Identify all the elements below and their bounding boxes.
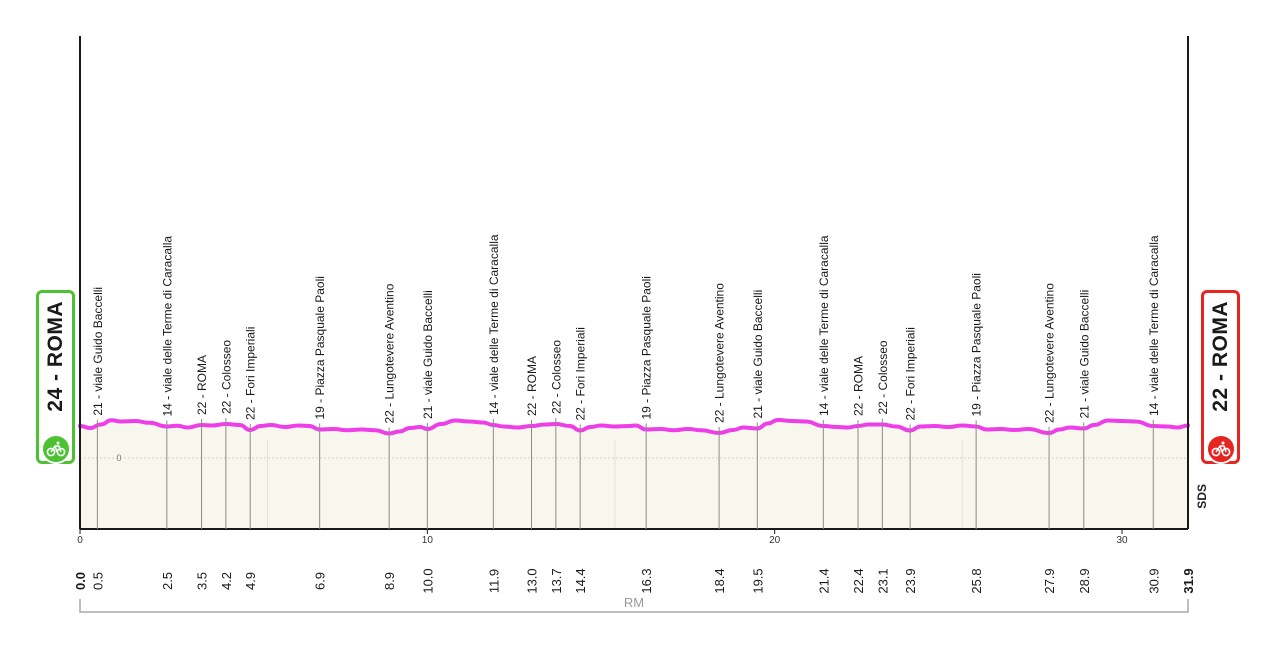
profile-line: [78, 418, 1190, 436]
km-label: 6.9: [313, 572, 328, 590]
waypoint-label: 22 - Lungotevere Aventino: [1043, 283, 1057, 423]
km-label: 10.0: [420, 568, 435, 593]
waypoint-label: 14 - viale delle Terme di Caracalla: [1147, 235, 1161, 416]
waypoint-label: 22 - Colosseo: [219, 340, 233, 414]
km-label: 16.3: [639, 568, 654, 593]
km-label: 30.9: [1146, 568, 1161, 593]
bicycle-icon: [1205, 434, 1236, 464]
x-tick-label: 30: [1116, 535, 1128, 546]
km-label: 2.5: [160, 572, 175, 590]
km-label: 31.9: [1181, 568, 1196, 593]
km-label: 8.9: [382, 572, 397, 590]
waypoint-label: 19 - Piazza Pasquale Paoli: [970, 273, 984, 416]
x-tick-label: 10: [422, 535, 434, 546]
km-label: 21.4: [816, 568, 831, 593]
profile-area: [80, 420, 1188, 529]
x-tick-label: 20: [769, 535, 781, 546]
start-badge: 24 - ROMA: [36, 290, 75, 464]
x-tick-label: 0: [77, 535, 83, 546]
km-label: 22.4: [851, 568, 866, 593]
waypoint-label: 22 - Fori Imperiali: [574, 327, 588, 420]
sds-logo: SDS: [1195, 484, 1209, 509]
waypoint-label: 19 - Piazza Pasquale Paoli: [640, 276, 654, 419]
km-label: 3.5: [195, 572, 210, 590]
km-label: 19.5: [750, 568, 765, 593]
region-label: RM: [624, 595, 644, 610]
waypoint-label: 19 - Piazza Pasquale Paoli: [313, 276, 327, 419]
start-badge-label: 24 - ROMA: [43, 301, 67, 412]
region-bracket: [79, 599, 1189, 613]
km-label: 4.9: [243, 572, 258, 590]
km-label: 4.2: [219, 572, 234, 590]
waypoint-label: 22 - ROMA: [525, 356, 539, 416]
km-label: 28.9: [1077, 568, 1092, 593]
km-label: 23.1: [875, 568, 890, 593]
km-label: 11.9: [486, 569, 501, 593]
waypoint-label: 21 - viale Guido Baccelli: [421, 290, 435, 419]
km-label: 13.7: [549, 568, 564, 593]
waypoint-label: 22 - Lungotevere Aventino: [383, 283, 397, 423]
km-label: 13.0: [525, 568, 540, 593]
km-label: 18.4: [712, 568, 727, 593]
waypoint-label: 21 - viale Guido Baccelli: [91, 287, 105, 416]
km-label: 25.8: [969, 568, 984, 593]
waypoint-label: 21 - viale Guido Baccelli: [751, 290, 765, 419]
waypoint-label: 22 - Colosseo: [876, 340, 890, 414]
end-badge-label: 22 - ROMA: [1208, 301, 1232, 412]
waypoint-label: 14 - viale delle Terme di Caracalla: [160, 236, 174, 417]
km-label: 14.4: [573, 568, 588, 593]
km-label: 0.0: [73, 572, 88, 590]
waypoint-label: 22 - Fori Imperiali: [244, 327, 258, 420]
waypoint-label: 14 - viale delle Terme di Caracalla: [817, 235, 831, 416]
km-label: 0.5: [90, 572, 105, 590]
waypoint-label: 22 - Colosseo: [549, 340, 563, 414]
reference-label: 0: [116, 453, 121, 463]
waypoint-label: 21 - viale Guido Baccelli: [1077, 290, 1091, 419]
bicycle-icon: [40, 434, 71, 464]
waypoint-label: 22 - Lungotevere Aventino: [713, 283, 727, 423]
waypoint-label: 22 - ROMA: [852, 356, 866, 416]
waypoint-label: 14 - viale delle Terme di Caracalla: [487, 234, 501, 415]
waypoint-label: 22 - Fori Imperiali: [904, 327, 918, 420]
km-label: 27.9: [1042, 568, 1057, 593]
km-label: 23.9: [903, 568, 918, 593]
waypoint-label: 22 - ROMA: [195, 355, 209, 415]
end-badge: 22 - ROMA: [1201, 290, 1240, 464]
